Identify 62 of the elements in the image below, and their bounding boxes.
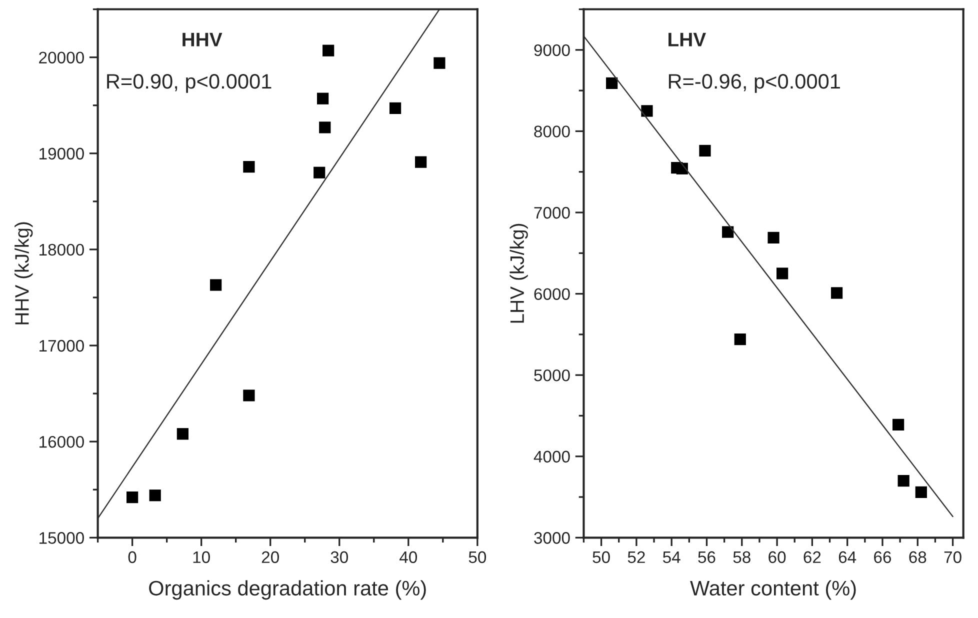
x-tick-label: 20 (262, 551, 279, 564)
y-tick-label: 16000 (40, 436, 84, 448)
x-tick-label: 62 (804, 551, 821, 564)
point (415, 156, 427, 168)
point (322, 44, 334, 56)
point (606, 77, 618, 90)
annotation: R=0.90, p<0.0001 (107, 74, 272, 93)
x-tick-label: 56 (698, 551, 716, 564)
y-tick-label: 6000 (534, 288, 570, 300)
x-tick-label: 64 (838, 551, 856, 564)
y-tick-label: 18000 (40, 244, 84, 256)
point (892, 418, 904, 430)
y-tick-label: 15000 (40, 532, 84, 544)
x-tick-label: 50 (468, 551, 486, 564)
x-tick-label: 66 (874, 551, 892, 564)
point (126, 492, 138, 504)
point (176, 428, 189, 440)
point (434, 57, 446, 69)
y-tick-label: 7000 (534, 206, 570, 219)
point (699, 144, 711, 157)
annotation: HHV (182, 32, 222, 46)
y-tick-label: 4000 (534, 450, 570, 463)
annotation: R=-0.96, p<0.0001 (668, 74, 840, 93)
point (149, 490, 161, 502)
point (210, 279, 222, 291)
annotation: LHV (668, 32, 706, 46)
y-tick-label: 3000 (534, 532, 570, 544)
point (898, 474, 910, 487)
point (915, 486, 927, 498)
x-tick-label: 50 (592, 551, 610, 564)
point (243, 390, 255, 402)
x-tick-label: 52 (628, 551, 645, 564)
point (319, 122, 331, 134)
x-axis-title: Organics degradation rate (%) (149, 580, 426, 600)
point (314, 166, 326, 178)
x-tick-label: 30 (330, 551, 348, 564)
y-tick-label: 17000 (40, 340, 84, 352)
point (243, 161, 255, 173)
x-axis-title: Water content (%) (690, 580, 856, 600)
y-tick-label: 19000 (40, 148, 84, 160)
y-tick-label: 8000 (534, 126, 570, 138)
x-tick-label: 70 (944, 551, 962, 564)
x-tick-label: 58 (733, 551, 750, 564)
point (776, 268, 788, 280)
y-tick-label: 9000 (534, 44, 570, 56)
x-tick-label: 0 (128, 551, 136, 564)
y-tick-label: 5000 (534, 369, 570, 382)
point (317, 92, 329, 104)
point (722, 226, 734, 238)
point (768, 232, 780, 244)
x-tick-label: 60 (768, 551, 786, 564)
point (734, 334, 746, 346)
y-axis-title: LHV (kJ/kg) (510, 224, 528, 323)
x-tick-label: 54 (662, 551, 680, 564)
point (641, 105, 653, 117)
y-axis-title: HHV (kJ/kg) (14, 222, 33, 324)
x-tick-label: 40 (400, 551, 418, 564)
point (830, 287, 843, 299)
x-tick-label: 10 (193, 551, 210, 564)
x-tick-label: 68 (909, 551, 926, 564)
point (389, 102, 402, 114)
y-tick-label: 20000 (39, 52, 84, 64)
